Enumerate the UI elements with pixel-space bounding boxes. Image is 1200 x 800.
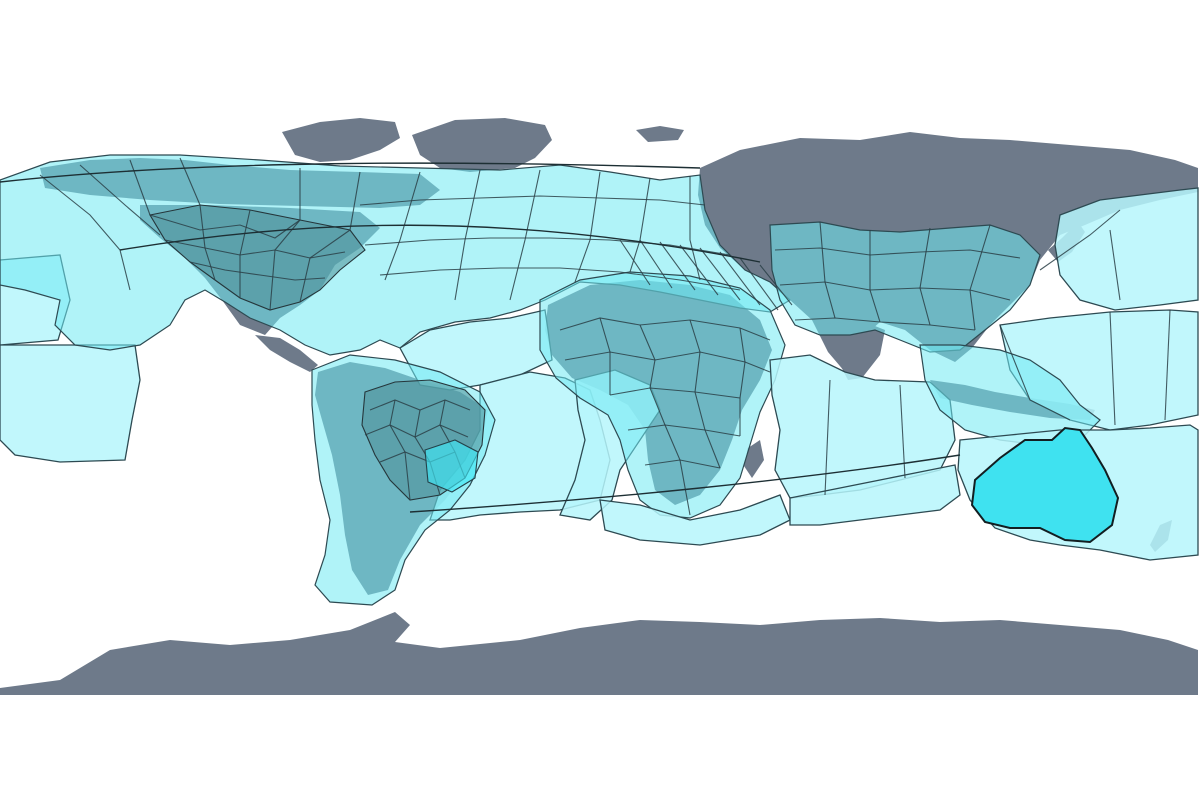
cell-sa-4 — [389, 399, 411, 501]
orbit-track-north — [0, 162, 701, 183]
coverage-africa — [539, 271, 786, 519]
cell-arc-10 — [574, 171, 601, 283]
cell-arc-3 — [129, 159, 151, 216]
cell-as-7 — [969, 224, 991, 331]
land-svalbard — [636, 126, 684, 142]
cell-stripe-7 — [739, 257, 779, 311]
cell-na-4 — [199, 204, 216, 281]
cell-stripe-3 — [659, 241, 696, 291]
cell-stripe-2 — [639, 239, 673, 289]
cell-arc-row3 — [379, 267, 741, 291]
cell-af-9 — [739, 327, 746, 436]
cell-as-2 — [779, 281, 1011, 301]
cell-arc-7 — [384, 171, 421, 281]
cell-af-3 — [609, 387, 741, 399]
cell-as-6 — [919, 227, 931, 326]
cell-indian-2 — [899, 384, 906, 479]
land-arctic-islands — [282, 118, 400, 162]
land-greenland — [412, 118, 552, 172]
cell-arc-9 — [509, 169, 541, 301]
cell-arc-8 — [454, 169, 481, 301]
cell-as-1 — [774, 247, 1021, 259]
cell-na-5 — [239, 209, 251, 298]
cell-stripe-1 — [619, 239, 651, 286]
cell-pacific-5 — [1039, 209, 1121, 271]
cell-pacific-3 — [1164, 309, 1171, 421]
cell-af-1 — [559, 317, 771, 341]
cell-stripe-4 — [679, 244, 719, 296]
cell-arc-6 — [349, 171, 361, 231]
coverage-south-indian-ocean — [789, 464, 961, 526]
orbit-track-mid — [119, 224, 761, 263]
cell-arc-row1 — [359, 195, 706, 206]
cell-as-4 — [819, 221, 836, 319]
cell-cluster-north-america — [149, 204, 366, 311]
cell-arc-1 — [39, 174, 131, 291]
cell-stripe-8 — [759, 264, 793, 306]
cell-brazil-highlight — [424, 439, 479, 493]
cell-na-2 — [164, 239, 346, 259]
coverage-north-pacific — [1054, 187, 1199, 311]
cell-pacific-2 — [1109, 311, 1116, 426]
cell-arc-row2 — [364, 237, 731, 256]
land-antarctica — [0, 612, 1198, 695]
cell-arc-2 — [79, 164, 161, 236]
cell-pacific-4 — [1109, 229, 1121, 301]
orbit-track-south — [409, 454, 961, 513]
cell-af-6 — [599, 317, 611, 395]
cell-na-7 — [299, 229, 351, 303]
cell-pacific-1 — [999, 324, 1071, 421]
australia-coverage — [970, 426, 1120, 544]
coverage-east-pacific — [0, 344, 141, 463]
orbit-tracks — [0, 162, 961, 513]
cell-af-4 — [627, 424, 741, 437]
cell-as-5 — [869, 230, 881, 323]
cell-stripe-6 — [719, 251, 761, 306]
cell-arc-4 — [179, 157, 201, 206]
coverage-asia — [769, 221, 1041, 353]
cell-af-2 — [564, 351, 771, 373]
cell-stripe-5 — [699, 247, 741, 301]
cell-indian-1 — [824, 379, 831, 496]
cell-na-1 — [149, 214, 301, 239]
coverage-cells — [39, 157, 1171, 516]
land-central-america — [255, 335, 318, 372]
cell-af-8 — [689, 319, 721, 469]
cell-af-7 — [639, 324, 691, 516]
